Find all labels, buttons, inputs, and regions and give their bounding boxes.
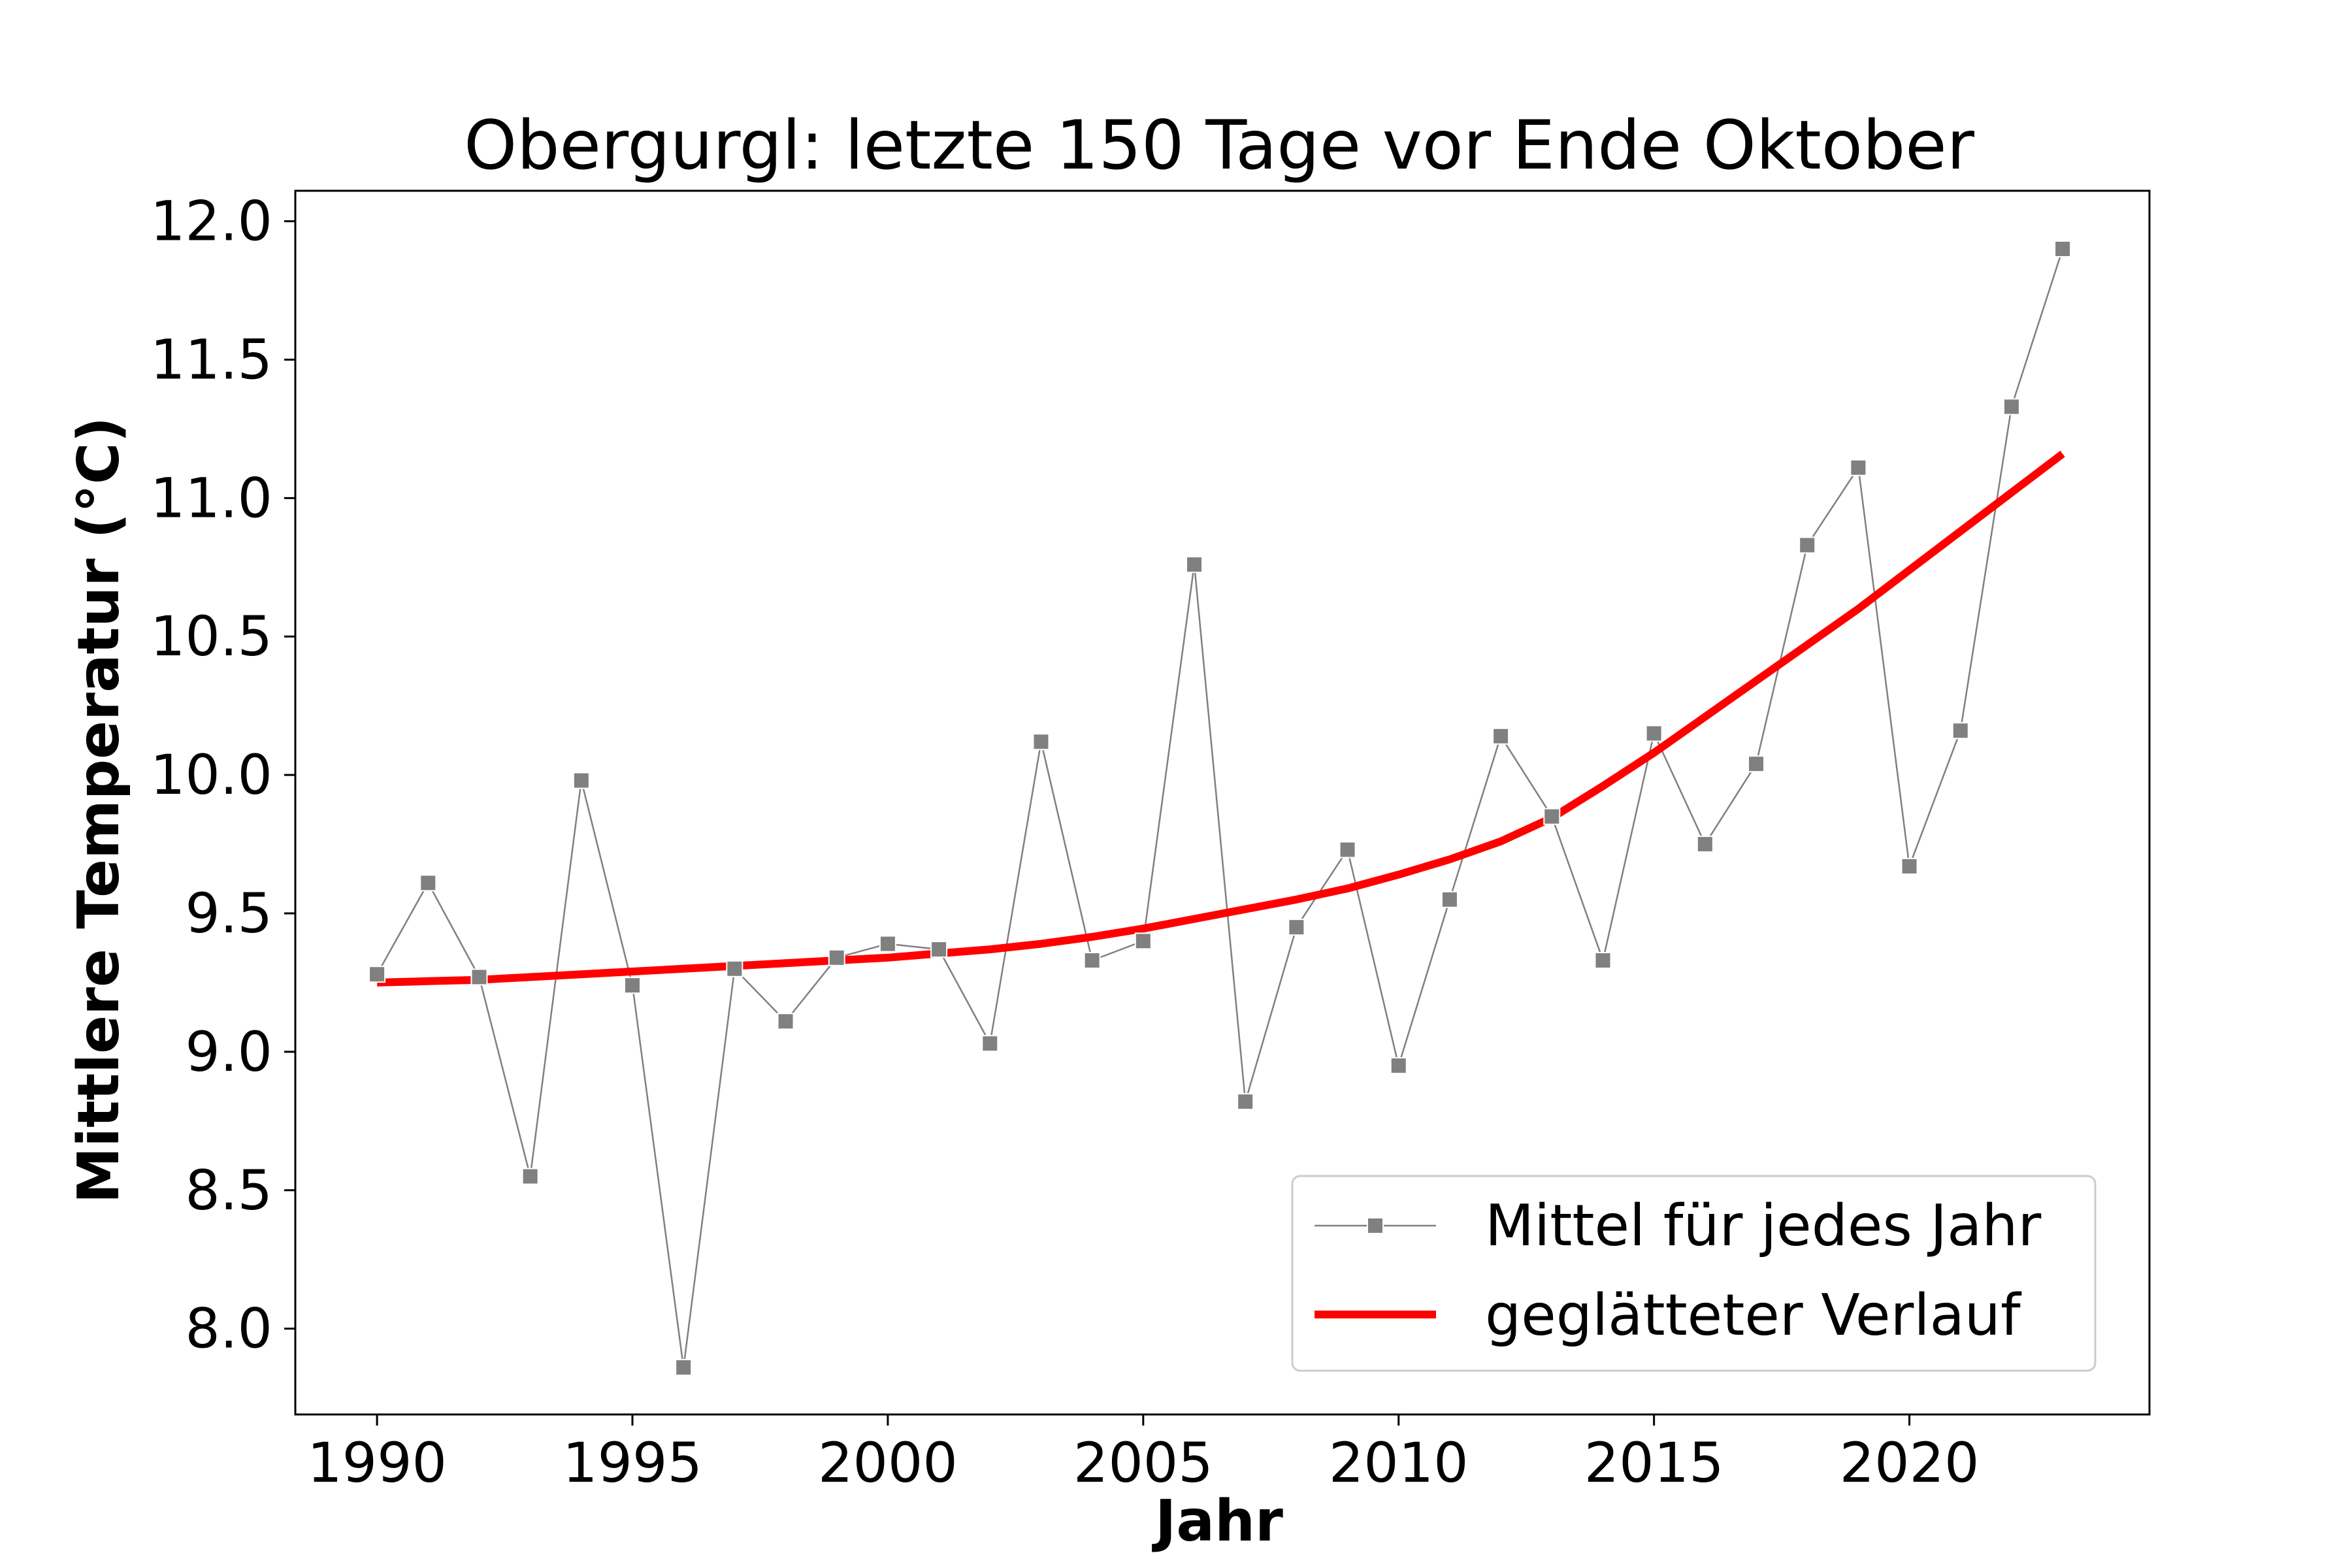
series-smoothed-trend-line <box>376 450 2065 987</box>
data-point-1993 <box>521 1168 539 1185</box>
data-point-2023 <box>2054 240 2072 257</box>
data-point-2016 <box>1696 836 1714 853</box>
data-point-2021 <box>1952 722 1969 740</box>
y-tick-label-11.5: 11.5 <box>150 327 272 391</box>
data-point-1990 <box>368 966 386 983</box>
legend-box <box>1291 1175 2097 1372</box>
data-point-2015 <box>1645 725 1663 742</box>
series-annual-mean-line <box>376 248 2064 1368</box>
plot-frame <box>294 189 2151 1416</box>
x-tick-label-2015: 2015 <box>1584 1431 1724 1495</box>
y-tick-label-8.0: 8.0 <box>185 1297 272 1361</box>
y-tick-label-10.5: 10.5 <box>150 604 272 668</box>
data-point-1992 <box>470 968 488 986</box>
data-point-2013 <box>1543 808 1561 825</box>
y-tick-label-10.0: 10.0 <box>150 743 272 807</box>
data-point-2014 <box>1594 952 1612 970</box>
data-point-1996 <box>675 1358 693 1376</box>
data-point-2012 <box>1492 727 1510 745</box>
y-tick-label-9.5: 9.5 <box>185 881 272 945</box>
data-point-2005 <box>1134 932 1152 950</box>
legend-label-smoothed-trend: geglätteter Verlauf <box>1485 1282 2022 1348</box>
data-point-1995 <box>624 977 641 994</box>
data-point-1999 <box>828 949 845 966</box>
x-tick-label-2005: 2005 <box>1073 1431 1213 1495</box>
legend-label-annual-mean: Mittel für jedes Jahr <box>1485 1192 2042 1259</box>
x-tick-label-1995: 1995 <box>563 1431 702 1495</box>
x-tick-label-2020: 2020 <box>1840 1431 1980 1495</box>
data-point-1997 <box>726 960 743 977</box>
data-point-2004 <box>1083 952 1101 970</box>
data-point-2000 <box>879 935 896 953</box>
y-axis-label: Mittlere Temperatur (°C) <box>65 417 132 1204</box>
data-point-2019 <box>1850 459 1867 476</box>
chart-title: Obergurgl: letzte 150 Tage vor Ende Okto… <box>464 106 1975 185</box>
data-point-2009 <box>1339 841 1356 858</box>
data-point-2001 <box>930 941 948 958</box>
data-point-2011 <box>1441 890 1458 908</box>
data-point-1991 <box>419 874 437 892</box>
data-point-2007 <box>1237 1093 1254 1111</box>
data-point-2006 <box>1186 556 1203 574</box>
y-tick-label-11.0: 11.0 <box>150 466 272 530</box>
data-point-2010 <box>1390 1057 1407 1075</box>
data-point-2003 <box>1032 733 1050 751</box>
data-point-2018 <box>1799 536 1816 554</box>
legend-marker-annual-mean <box>1367 1217 1384 1234</box>
data-point-2002 <box>981 1035 999 1053</box>
y-tick-label-8.5: 8.5 <box>185 1158 272 1222</box>
data-point-1998 <box>777 1013 794 1030</box>
x-tick-label-1990: 1990 <box>307 1431 447 1495</box>
data-point-2008 <box>1288 919 1305 936</box>
data-point-2022 <box>2002 398 2020 416</box>
data-point-1994 <box>572 772 590 789</box>
plot-area: 1990 1995 2000 2005 2010 2015 2020 8.0 8.5 9.0 9.5… <box>150 189 2151 1495</box>
y-tick-label-12.0: 12.0 <box>150 189 272 253</box>
x-tick-label-2010: 2010 <box>1329 1431 1469 1495</box>
data-point-2020 <box>1901 857 1918 875</box>
data-point-2017 <box>1748 755 1765 773</box>
x-axis-label: Jahr <box>1152 1488 1283 1554</box>
legend: Mittel für jedes Jahr geglätteter Verlauf <box>1291 1175 2097 1372</box>
y-tick-label-9.0: 9.0 <box>185 1020 272 1084</box>
x-tick-label-2000: 2000 <box>818 1431 958 1495</box>
